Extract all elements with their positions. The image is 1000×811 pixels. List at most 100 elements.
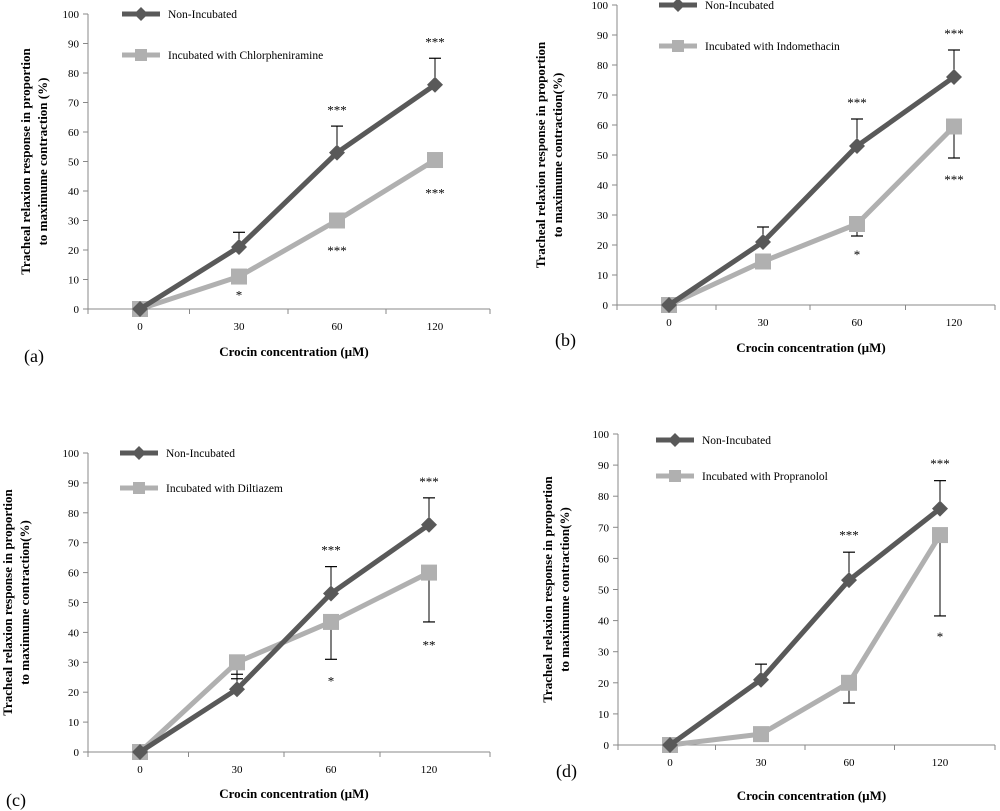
chart-panel-b: 0 10 20 30 40 50 60 70 80 90 100 0 30 60 120 Crocin con… bbox=[533, 0, 996, 355]
y-tick-label: 10 bbox=[68, 717, 80, 729]
y-tick-label: 30 bbox=[68, 657, 80, 669]
data-point-square bbox=[229, 654, 245, 671]
y-tick-label: 0 bbox=[74, 747, 80, 759]
data-point-diamond bbox=[132, 301, 148, 317]
significance-marker: *** bbox=[425, 186, 445, 201]
data-point-square bbox=[755, 253, 771, 270]
panel-label: (d) bbox=[556, 761, 577, 782]
x-axis-title: Crocin concentration (µM) bbox=[219, 786, 369, 801]
data-point-diamond bbox=[755, 234, 771, 250]
data-point-diamond bbox=[932, 500, 948, 517]
x-tick-label: 30 bbox=[234, 321, 246, 333]
y-tick-label: 40 bbox=[68, 627, 80, 639]
x-tick-label: 60 bbox=[332, 321, 344, 333]
x-axis-title: Crocin concentration (µM) bbox=[737, 788, 887, 803]
legend-marker-square bbox=[135, 49, 147, 61]
data-point-square bbox=[323, 613, 339, 630]
data-point-square bbox=[932, 527, 948, 544]
significance-marker: * bbox=[937, 629, 944, 644]
legend-label-non-incubated: Non-Incubated bbox=[702, 435, 771, 447]
y-tick-label: 20 bbox=[598, 678, 610, 690]
x-tick-label: 30 bbox=[758, 317, 770, 329]
legend-label-non-incubated: Non-Incubated bbox=[168, 9, 237, 21]
series-line-non-incubated bbox=[138, 522, 431, 755]
legend-marker-diamond bbox=[132, 446, 146, 460]
data-point-diamond bbox=[231, 239, 247, 256]
significance-marker: * bbox=[328, 673, 335, 688]
y-tick-label: 80 bbox=[597, 60, 609, 72]
y-axis-title-line: to maximume contraction(%) bbox=[557, 507, 572, 672]
y-axis-title-line: Tracheal relaxion response in proportion bbox=[533, 41, 548, 268]
y-axis-title: Tracheal relaxion response in proportion… bbox=[0, 488, 32, 715]
data-point-diamond bbox=[662, 737, 678, 753]
y-tick-label: 50 bbox=[68, 157, 80, 169]
legend-label-incubated: Incubated with Chlorpheniramine bbox=[168, 50, 323, 62]
y-tick-label: 50 bbox=[598, 585, 610, 597]
y-tick-label: 50 bbox=[68, 598, 80, 610]
legend-marker-square bbox=[672, 40, 684, 52]
x-tick-label: 120 bbox=[427, 321, 444, 333]
series-line-non-incubated bbox=[668, 506, 942, 748]
significance-marker: * bbox=[854, 247, 861, 262]
y-tick-label: 40 bbox=[597, 180, 609, 192]
legend-label-incubated: Incubated with Indomethacin bbox=[705, 41, 840, 53]
x-axis-title: Crocin concentration (µM) bbox=[736, 340, 886, 355]
x-axis-title: Crocin concentration (µM) bbox=[219, 344, 369, 359]
y-axis-title: Tracheal relaxion response in proportion… bbox=[18, 47, 50, 274]
data-point-diamond bbox=[841, 572, 857, 589]
legend-label-incubated: Incubated with Propranolol bbox=[702, 471, 828, 483]
y-tick-label: 30 bbox=[598, 647, 610, 659]
x-tick-label: 60 bbox=[852, 317, 864, 329]
data-point-diamond bbox=[229, 681, 245, 698]
y-tick-label: 10 bbox=[598, 709, 610, 721]
legend: Non-Incubated Incubated with Diltiazem bbox=[120, 446, 283, 495]
series-line-non-incubated bbox=[667, 74, 956, 308]
y-axis-title-line: Tracheal relaxion response in proportion bbox=[18, 47, 33, 274]
y-tick-label: 60 bbox=[598, 553, 610, 565]
significance-marker: *** bbox=[327, 243, 347, 258]
significance-marker: ** bbox=[423, 637, 436, 652]
data-point-square bbox=[427, 152, 443, 169]
data-point-square bbox=[231, 268, 247, 285]
y-tick-label: 80 bbox=[68, 508, 80, 520]
significance-marker: *** bbox=[930, 456, 950, 471]
significance-marker: *** bbox=[839, 528, 859, 543]
y-axis-title: Tracheal relaxion response in proportion… bbox=[540, 475, 572, 702]
y-axis-title-line: Tracheal relaxion response in proportion bbox=[540, 475, 555, 702]
y-tick-label: 90 bbox=[598, 460, 610, 472]
x-tick-label: 0 bbox=[137, 764, 143, 776]
y-axis-title-line: to maximume contraction(%) bbox=[550, 73, 565, 238]
y-tick-label: 100 bbox=[593, 429, 610, 441]
y-tick-label: 20 bbox=[68, 687, 80, 699]
data-point-diamond bbox=[661, 297, 677, 313]
y-tick-label: 20 bbox=[68, 245, 80, 257]
x-tick-label: 0 bbox=[137, 321, 143, 333]
legend-marker-diamond bbox=[134, 7, 148, 21]
x-tick-label: 0 bbox=[667, 757, 673, 769]
y-tick-label: 0 bbox=[74, 304, 80, 316]
y-tick-label: 70 bbox=[597, 90, 609, 102]
y-axis-title-line: to maximume contraction(%) bbox=[17, 520, 32, 685]
legend-marker-diamond bbox=[671, 0, 685, 12]
data-point-diamond bbox=[323, 585, 339, 602]
x-tick-label: 120 bbox=[421, 764, 438, 776]
x-tick-label: 120 bbox=[946, 317, 963, 329]
y-tick-label: 60 bbox=[597, 120, 609, 132]
significance-marker: *** bbox=[327, 102, 347, 117]
y-axis-title-line: to maximume contraction (%) bbox=[35, 78, 50, 246]
y-axis-title: Tracheal relaxion response in proportion… bbox=[533, 41, 565, 268]
legend-marker-diamond bbox=[668, 433, 682, 447]
significance-marker: *** bbox=[944, 26, 964, 41]
data-point-square bbox=[841, 674, 857, 691]
y-tick-label: 10 bbox=[597, 270, 609, 282]
x-tick-label: 60 bbox=[326, 764, 338, 776]
significance-marker: *** bbox=[321, 543, 341, 558]
series-line-incubated bbox=[139, 157, 437, 312]
y-tick-label: 90 bbox=[68, 478, 80, 490]
legend: Non-Incubated Incubated with Chlorphenira… bbox=[122, 7, 323, 62]
series-line-incubated bbox=[669, 533, 943, 748]
y-tick-label: 80 bbox=[598, 491, 610, 503]
data-point-diamond bbox=[753, 671, 769, 688]
data-point-diamond bbox=[849, 138, 865, 154]
